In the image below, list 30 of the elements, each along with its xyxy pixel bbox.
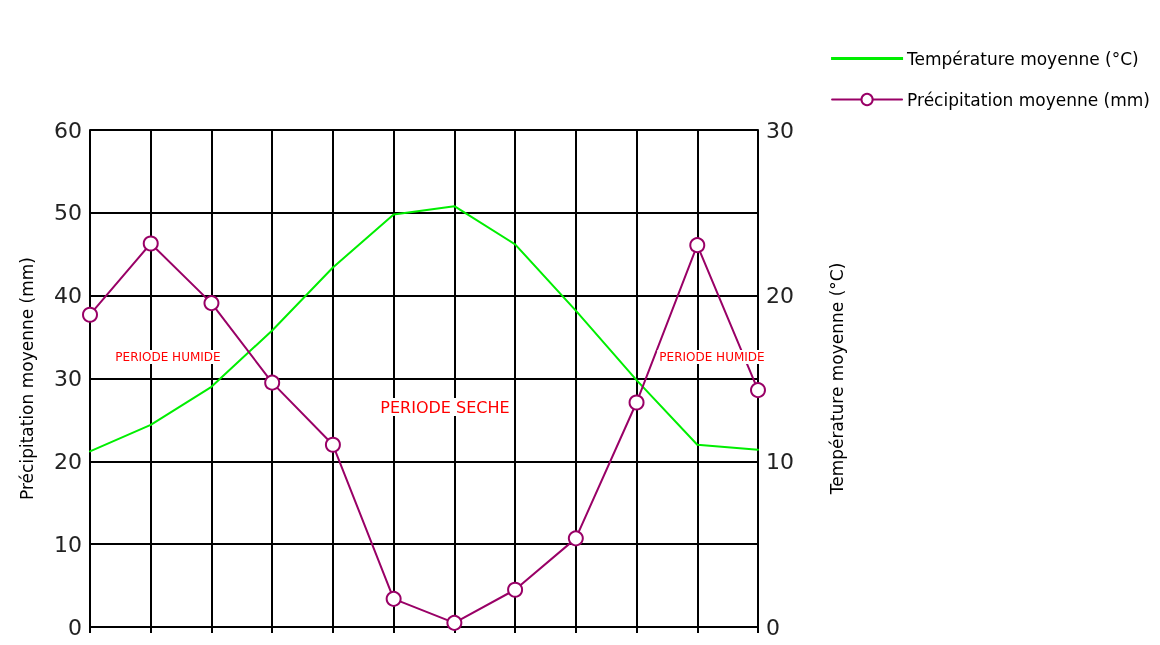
y2-tick-label: 0 — [766, 614, 780, 640]
y-tick-label: 30 — [54, 366, 82, 391]
y-axis-title: Précipitation moyenne (mm) — [16, 257, 37, 500]
y2-tick-label: 20 — [766, 283, 794, 309]
y-tick-label: 50 — [54, 200, 82, 226]
point — [750, 382, 766, 399]
point — [142, 235, 159, 252]
y-tick-label: 20 — [54, 448, 82, 474]
legend-label: Température moyenne (°C) — [906, 48, 1139, 69]
point — [507, 581, 524, 598]
point — [264, 374, 281, 391]
annotation: PERIODE SECHE — [380, 397, 510, 417]
y-tick-label: 10 — [54, 531, 82, 557]
point — [689, 237, 706, 254]
annotation: PERIODE HUMIDE — [659, 350, 765, 364]
point — [203, 295, 220, 312]
y-tick-label: 40 — [54, 283, 82, 309]
point — [324, 436, 341, 453]
point — [628, 394, 645, 411]
annotation: PERIODE HUMIDE — [115, 350, 221, 364]
point — [567, 530, 584, 547]
y2-tick-label: 30 — [766, 117, 794, 143]
y2-axis-title: Température moyenne (°C) — [826, 262, 847, 496]
legend-label: Précipitation moyenne (mm) — [907, 89, 1151, 110]
y-tick-label: 0 — [68, 614, 82, 640]
point — [82, 306, 98, 323]
point — [385, 590, 402, 607]
y-tick-label: 60 — [54, 117, 82, 143]
point — [446, 614, 463, 631]
y2-tick-label: 10 — [766, 448, 794, 474]
